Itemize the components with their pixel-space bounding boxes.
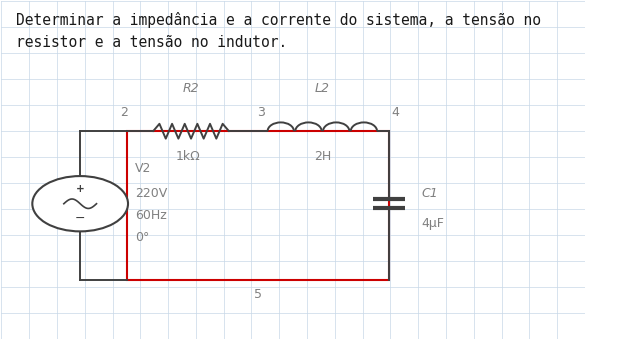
- Text: +: +: [76, 184, 85, 194]
- Bar: [127, 131, 389, 279]
- Text: −: −: [75, 211, 85, 225]
- Text: 4: 4: [391, 106, 399, 119]
- Text: 2H: 2H: [314, 150, 331, 163]
- Circle shape: [32, 176, 128, 232]
- Text: 1kΩ: 1kΩ: [176, 150, 201, 163]
- Text: L2: L2: [315, 82, 330, 96]
- Text: C1: C1: [422, 187, 438, 200]
- Text: 5: 5: [254, 288, 262, 301]
- Text: 3: 3: [257, 106, 265, 119]
- Text: 0°: 0°: [135, 231, 149, 244]
- Text: 2: 2: [120, 106, 128, 119]
- Text: Determinar a impedância e a corrente do sistema, a tensão no
resistor e a tensão: Determinar a impedância e a corrente do …: [16, 12, 541, 50]
- Text: 4μF: 4μF: [422, 217, 444, 230]
- Text: V2: V2: [135, 162, 151, 175]
- Text: R2: R2: [183, 82, 199, 96]
- Text: 60Hz: 60Hz: [135, 209, 166, 222]
- Text: 220V: 220V: [135, 187, 167, 200]
